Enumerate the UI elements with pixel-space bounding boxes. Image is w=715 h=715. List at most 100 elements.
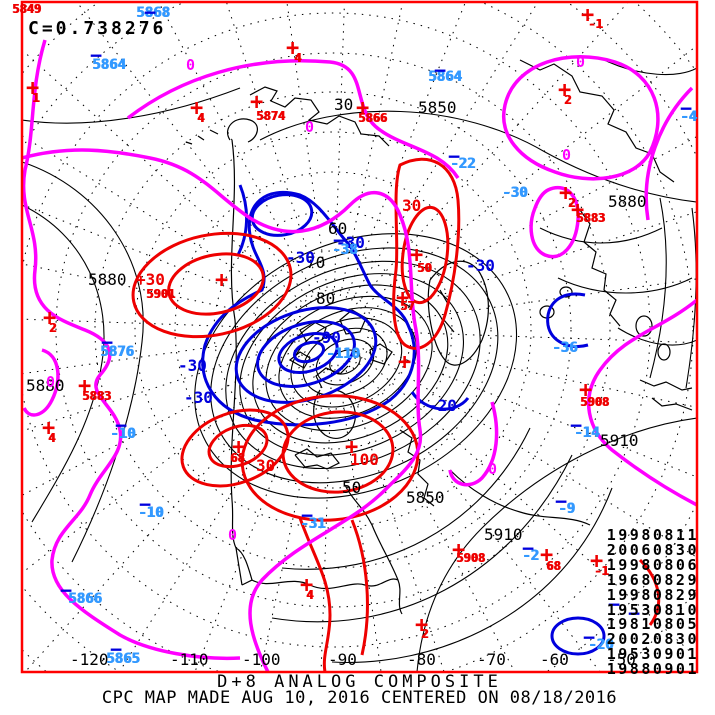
plus-anomaly-marker: + <box>250 90 264 115</box>
plus-anomaly-marker: + <box>300 573 314 598</box>
height-label: 5850 <box>418 98 457 117</box>
longitude-label: -60 <box>540 650 569 669</box>
anomaly-value: 4 <box>197 111 205 125</box>
anomaly-value: 4 <box>306 588 314 602</box>
member-value: 5908 <box>456 551 485 565</box>
minus-anomaly-marker: − <box>333 228 346 252</box>
member-value: 68 <box>546 559 561 573</box>
member-value: 50 <box>417 261 432 275</box>
analog-date: 19680829 <box>606 570 699 589</box>
anomaly-contour-label: -30 <box>178 356 207 375</box>
anomaly-value: -1 <box>588 17 603 31</box>
anomaly-value: -4 <box>680 109 697 125</box>
member-value: 5901 <box>146 287 175 301</box>
plus-anomaly-marker: + <box>396 286 410 311</box>
longitude-label: -120 <box>70 650 109 669</box>
anomaly-value: -10 <box>110 426 136 442</box>
zero-contour-label: 0 <box>488 460 498 478</box>
anomaly-value: -110 <box>326 346 360 362</box>
height-label: 5910 <box>484 525 523 544</box>
plus-anomaly-marker: + <box>415 613 429 638</box>
longitude-label: -80 <box>407 650 436 669</box>
minus-anomaly-marker: − <box>90 43 103 67</box>
plus-anomaly-marker: + <box>345 435 359 460</box>
anomaly-value: 1 <box>32 91 40 105</box>
anomaly-value: -10 <box>138 505 164 521</box>
anomaly-contour-label: +30 <box>136 270 165 289</box>
plus-anomaly-marker: + <box>452 538 466 563</box>
plus-anomaly-marker: + <box>190 96 204 121</box>
analog-date: 19980811 <box>606 526 699 544</box>
anomaly-value: -22 <box>450 156 476 172</box>
longitude-label: -70 <box>477 650 506 669</box>
latitude-label: 50 <box>342 478 362 497</box>
plus-anomaly-marker: + <box>398 350 412 375</box>
minus-anomaly-marker: − <box>301 503 314 527</box>
anomaly-value: 4 <box>294 51 302 65</box>
plus-anomaly-marker: + <box>42 416 56 441</box>
member-value: 5866 <box>68 591 102 607</box>
member-value: 5908 <box>580 395 609 409</box>
height-label: 5880 <box>88 270 127 289</box>
analog-date: 19530810 <box>606 600 699 619</box>
anomaly-value: 2 <box>564 93 572 107</box>
anomaly-value: -2 <box>522 548 539 564</box>
minus-anomaly-marker: − <box>139 492 152 516</box>
plus-anomaly-marker: + <box>78 374 92 399</box>
plus-anomaly-marker: + <box>286 36 300 61</box>
plus-anomaly-marker: + <box>43 306 57 331</box>
longitude-label: -50 <box>607 650 636 669</box>
analog-date: 19980829 <box>606 585 699 604</box>
plus-anomaly-marker: + <box>26 76 40 101</box>
latitude-label: 60 <box>328 219 348 238</box>
height-contours <box>23 57 696 671</box>
anomaly-contour-label: 30 <box>402 196 422 215</box>
anomaly-value: 2 <box>49 321 57 335</box>
latitude-label: 70 <box>306 253 326 272</box>
anomaly-value: -14 <box>574 425 600 441</box>
plus-anomaly-marker: + <box>579 378 593 403</box>
plus-anomaly-marker: + <box>558 78 572 103</box>
plus-anomaly-marker: + <box>590 549 604 574</box>
height-label: 5850 <box>406 488 445 507</box>
member-value: 5849 <box>12 2 41 16</box>
caption-subtitle: CPC MAP MADE AUG 10, 2016 CENTERED ON 08… <box>101 688 618 708</box>
plus-anomaly-marker: + <box>571 198 585 223</box>
member-value: 5864 <box>92 57 126 73</box>
anomaly-contour-label: 100 <box>350 450 379 469</box>
member-value: 5874 <box>256 109 285 123</box>
height-label: 5880 <box>608 192 647 211</box>
anomaly-value: -9 <box>558 501 575 517</box>
anomaly-value: -1 <box>594 564 609 578</box>
minus-anomaly-marker: − <box>583 625 596 649</box>
member-value: 5876 <box>100 344 134 360</box>
member-value: 5866 <box>358 111 387 125</box>
minus-anomaly-marker: − <box>608 592 621 616</box>
minus-anomaly-marker: − <box>448 144 461 168</box>
latitude-label: 30 <box>334 95 354 114</box>
height-label: 5880 <box>26 376 65 395</box>
analog-date: 19810805 <box>606 615 699 634</box>
anomaly-contour-label: -30 <box>184 388 213 407</box>
latitude-label: 80 <box>316 289 336 308</box>
zero-anomaly-contours <box>23 39 696 671</box>
anomaly-value: -31 <box>300 516 326 532</box>
analog-date: 19530901 <box>606 645 699 664</box>
anomaly-value: -36 <box>552 340 578 356</box>
caption-title: D+8 ANALOG COMPOSITE <box>217 672 502 692</box>
analog-date: 19880901 <box>606 660 699 679</box>
minus-anomaly-marker: − <box>101 330 114 354</box>
minus-anomaly-marker: − <box>60 578 73 602</box>
zero-contour-label: 0 <box>186 56 196 74</box>
minus-anomaly-marker: − <box>115 413 128 437</box>
plus-anomaly-marker: + <box>559 181 573 206</box>
anomaly-contour-label: -90 <box>312 328 341 347</box>
minus-anomaly-marker: − <box>110 637 123 661</box>
longitude-label: -110 <box>170 650 209 669</box>
zero-contour-label: 0 <box>305 118 315 136</box>
anomaly-value: -38 <box>332 242 358 258</box>
analog-date-list: 19980811 20060830 19980806 19680829 19980829… <box>607 528 699 677</box>
analog-date: 20060830 <box>606 540 699 559</box>
